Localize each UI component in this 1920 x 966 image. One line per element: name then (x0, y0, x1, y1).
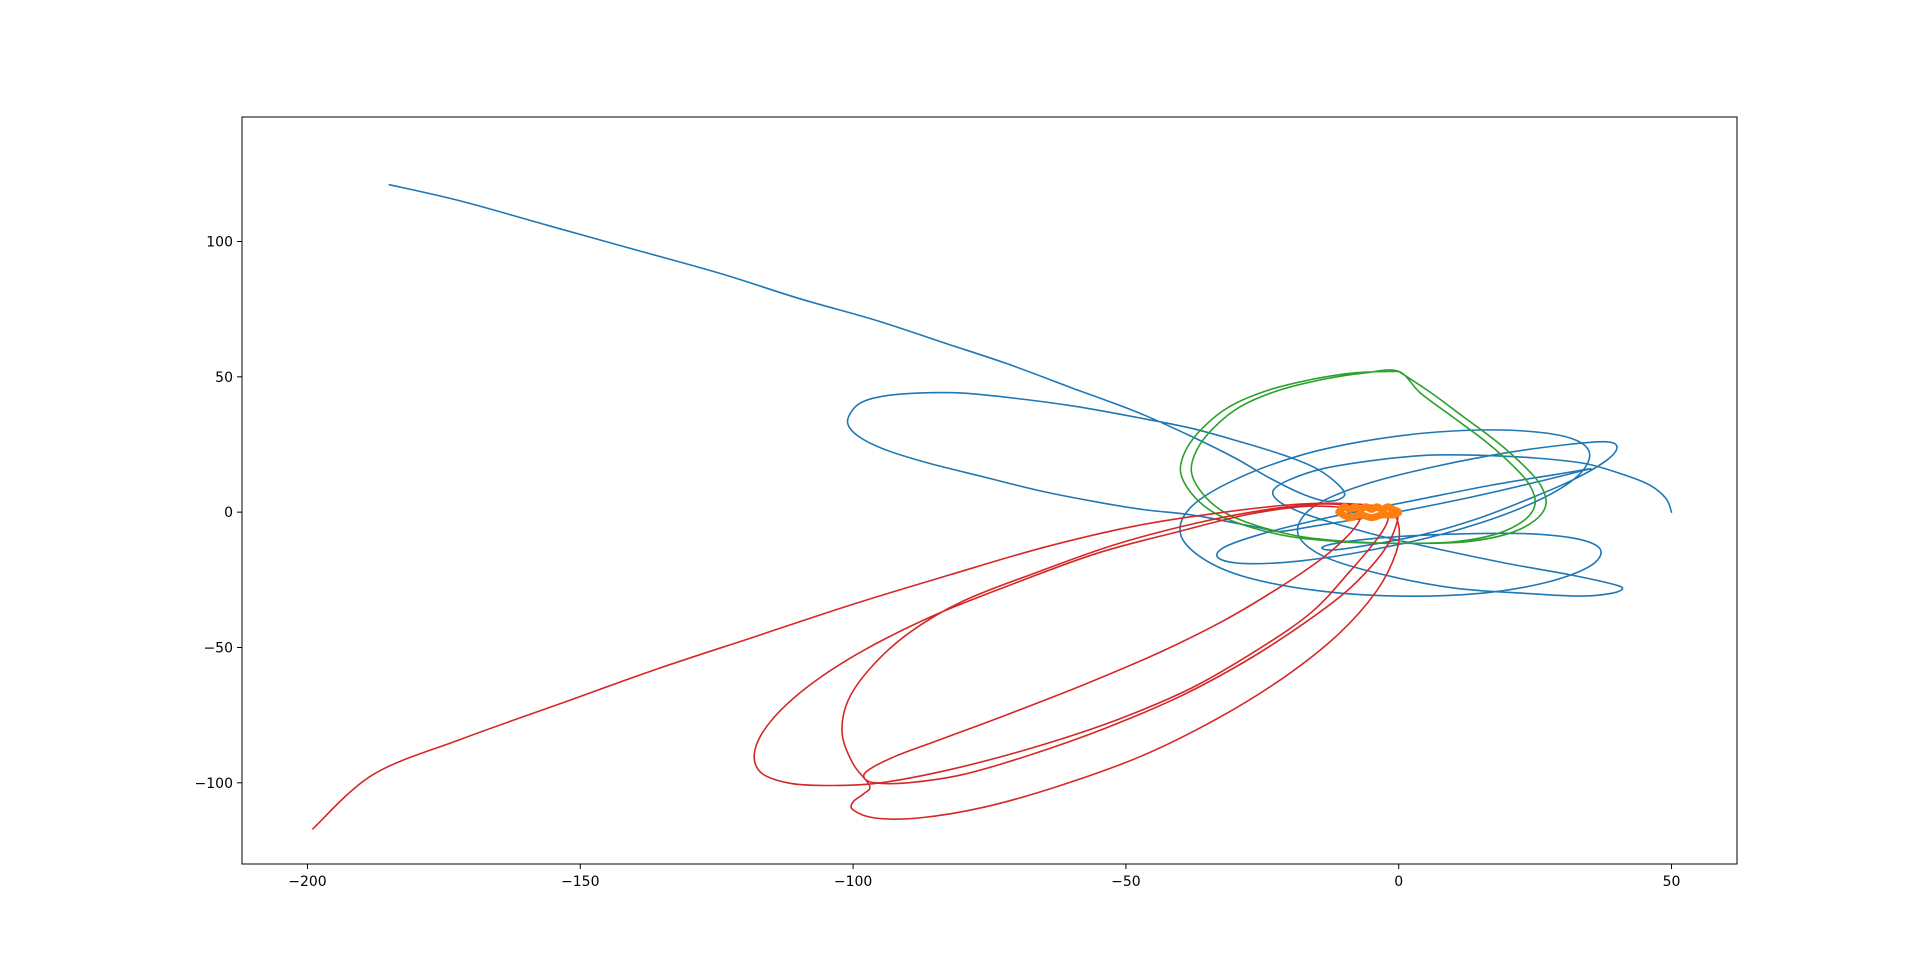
x-tick: −100 (834, 864, 872, 890)
axes-frame (241, 116, 1738, 865)
plot-area (312, 183, 1673, 830)
y-tick-label: −50 (203, 640, 233, 656)
x-tick-label: −50 (1111, 874, 1141, 890)
y-tick: 50 (215, 370, 242, 386)
y-tick: 0 (224, 505, 242, 521)
y-tick: 100 (206, 235, 242, 251)
x-axis: −200 −150 −100 −50 0 50 (288, 864, 1680, 890)
y-tick-label: 100 (206, 235, 233, 251)
y-tick: −50 (203, 640, 242, 656)
red-trajectory (312, 502, 1401, 830)
orange-trajectory (1335, 503, 1403, 522)
x-tick-label: −200 (288, 874, 326, 890)
blue-trajectory (388, 183, 1673, 597)
y-tick: −100 (195, 776, 242, 792)
green-trajectory (1179, 369, 1547, 545)
x-tick: −50 (1111, 864, 1141, 890)
x-tick: 0 (1394, 864, 1403, 890)
x-tick-label: 50 (1663, 874, 1681, 890)
x-tick: 50 (1663, 864, 1681, 890)
y-tick-label: 50 (215, 370, 233, 386)
x-tick-label: 0 (1394, 874, 1403, 890)
y-axis: −100 −50 0 50 100 (195, 235, 242, 792)
x-tick: −200 (288, 864, 327, 890)
x-tick-label: −100 (834, 874, 872, 890)
y-tick-label: 0 (224, 505, 233, 521)
x-tick: −150 (561, 864, 600, 890)
x-tick-label: −150 (561, 874, 599, 890)
y-tick-label: −100 (195, 776, 233, 792)
